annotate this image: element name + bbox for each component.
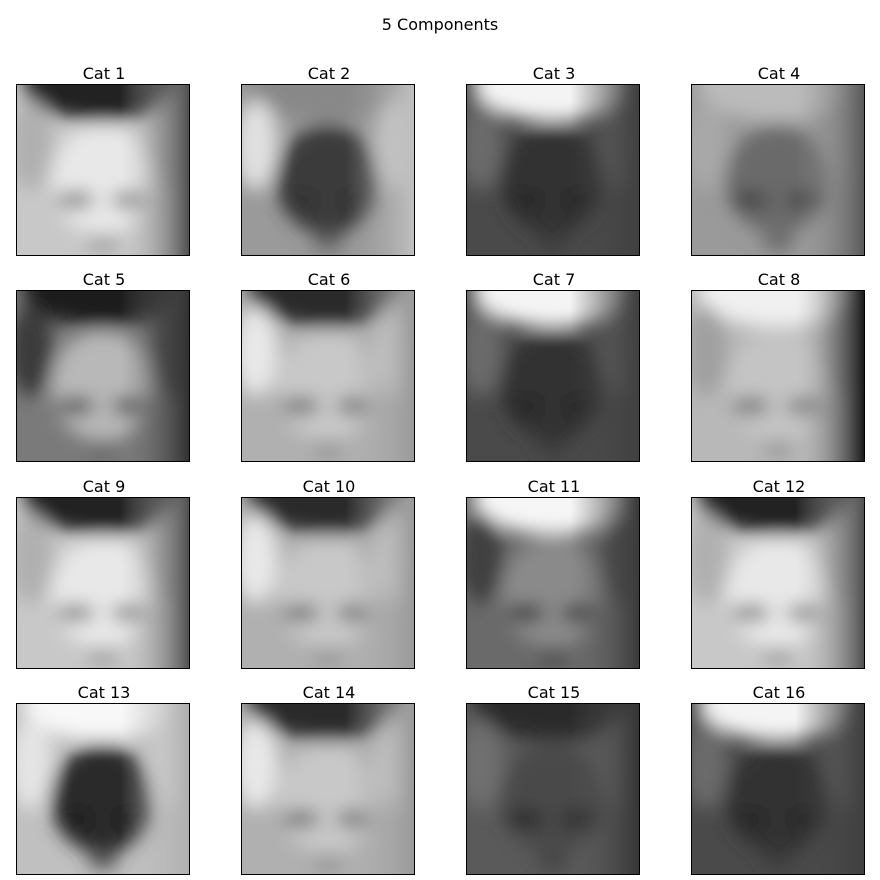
panel-cat-10: Cat 10 [241,477,417,671]
panel-title: Cat 2 [307,64,351,83]
panel-title: Cat 14 [302,683,356,702]
panel-title: Cat 5 [82,270,126,289]
panel-cat-6: Cat 6 [241,270,417,464]
panel-cat-3: Cat 3 [466,64,642,258]
panel-title: Cat 10 [302,477,356,496]
cat-face-image [466,290,640,462]
cat-face-image [16,497,190,669]
panel-title: Cat 11 [527,477,581,496]
panel-title: Cat 9 [82,477,126,496]
panel-cat-13: Cat 13 [16,683,192,877]
cat-face-image [241,497,415,669]
cat-face-image [466,497,640,669]
panel-cat-8: Cat 8 [691,270,867,464]
cat-face-image [16,703,190,875]
panel-title: Cat 4 [757,64,801,83]
panel-title: Cat 16 [752,683,806,702]
panel-title: Cat 1 [82,64,126,83]
panel-title: Cat 8 [757,270,801,289]
cat-face-image [241,84,415,256]
panel-title: Cat 6 [307,270,351,289]
cat-face-image [691,290,865,462]
panel-cat-12: Cat 12 [691,477,867,671]
panel-title: Cat 15 [527,683,581,702]
panel-cat-5: Cat 5 [16,270,192,464]
cat-face-image [16,290,190,462]
panel-title: Cat 3 [532,64,576,83]
panel-cat-16: Cat 16 [691,683,867,877]
panel-cat-2: Cat 2 [241,64,417,258]
panel-cat-1: Cat 1 [16,64,192,258]
panel-title: Cat 12 [752,477,806,496]
cat-face-image [466,84,640,256]
panel-cat-14: Cat 14 [241,683,417,877]
panel-title: Cat 13 [77,683,131,702]
cat-face-image [241,290,415,462]
panel-title: Cat 7 [532,270,576,289]
panel-cat-15: Cat 15 [466,683,642,877]
cat-face-image [691,497,865,669]
cat-face-image [16,84,190,256]
cat-face-image [691,703,865,875]
panel-cat-4: Cat 4 [691,64,867,258]
cat-face-image [241,703,415,875]
panel-cat-7: Cat 7 [466,270,642,464]
panel-cat-9: Cat 9 [16,477,192,671]
figure-title: 5 Components [381,15,499,34]
panel-cat-11: Cat 11 [466,477,642,671]
cat-face-image [466,703,640,875]
cat-face-image [691,84,865,256]
